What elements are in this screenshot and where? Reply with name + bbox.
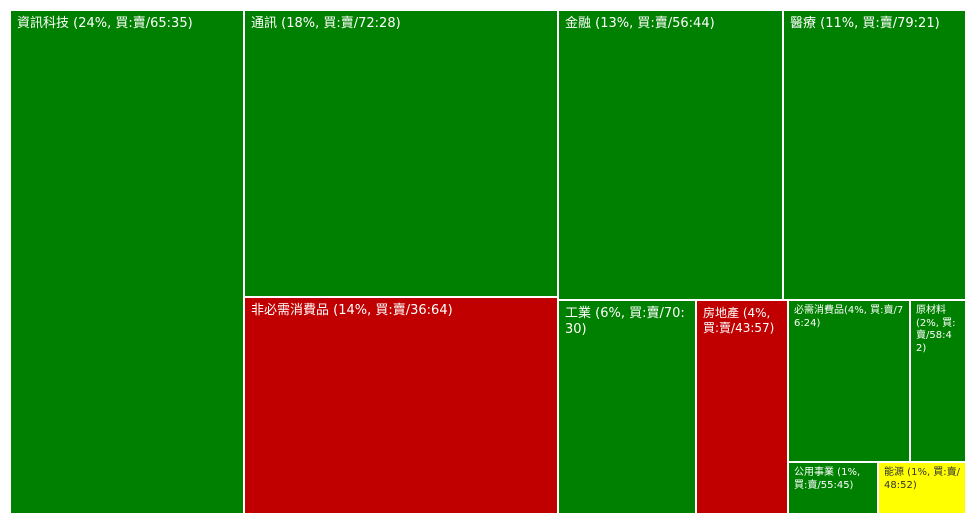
tile-label: 工業 (6%, 買:賣/70:30) [565, 306, 685, 338]
tile-label: 資訊科技 (24%, 買:賣/65:35) [17, 16, 193, 31]
tile-industrials: 工業 (6%, 買:賣/70:30) [558, 300, 696, 514]
tile-label: 金融 (13%, 買:賣/56:44) [565, 16, 715, 31]
tile-label: 通訊 (18%, 買:賣/72:28) [251, 16, 401, 31]
tile-utilities: 公用事業 (1%, 買:賣/55:45) [788, 462, 878, 514]
tile-label: 必需消費品(4%, 買:賣/76:24) [794, 305, 904, 329]
tile-label: 原材料 (2%, 買:賣/58:42) [916, 305, 956, 354]
tile-consumer-staples: 必需消費品(4%, 買:賣/76:24) [788, 300, 910, 462]
tile-label: 房地產 (4%, 買:賣/43:57) [703, 306, 775, 335]
tile-financials: 金融 (13%, 買:賣/56:44) [558, 10, 783, 300]
tile-communications: 通訊 (18%, 買:賣/72:28) [244, 10, 558, 297]
tile-information-technology: 資訊科技 (24%, 買:賣/65:35) [10, 10, 244, 514]
tile-real-estate: 房地產 (4%, 買:賣/43:57) [696, 300, 788, 514]
tile-label: 公用事業 (1%, 買:賣/55:45) [794, 467, 861, 491]
tile-label: 醫療 (11%, 買:賣/79:21) [790, 16, 940, 31]
tile-energy: 能源 (1%, 買:賣/48:52) [878, 462, 966, 514]
tile-consumer-discretionary: 非必需消費品 (14%, 買:賣/36:64) [244, 297, 558, 514]
tile-label: 能源 (1%, 買:賣/48:52) [884, 467, 961, 491]
tile-label: 非必需消費品 (14%, 買:賣/36:64) [251, 303, 453, 318]
tile-materials: 原材料 (2%, 買:賣/58:42) [910, 300, 966, 462]
tile-health-care: 醫療 (11%, 買:賣/79:21) [783, 10, 966, 300]
